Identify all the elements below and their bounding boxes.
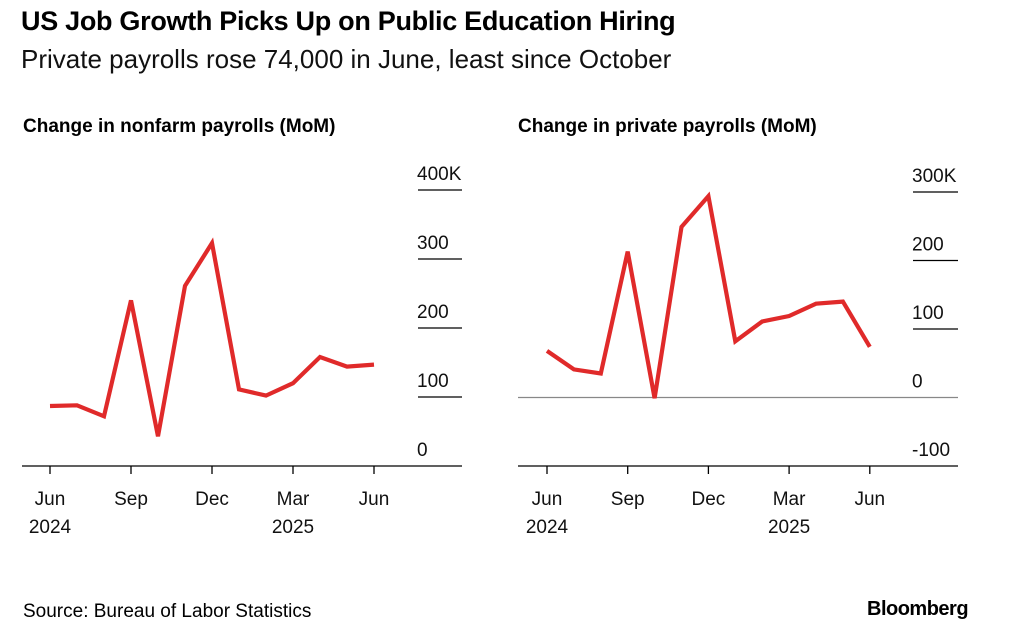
nonfarm-payrolls-chart: 0 100 200 300 400K Jun 2024 Sep Dec Mar 2025 Jun <box>22 164 462 538</box>
y-tick-label: 0 <box>912 372 923 393</box>
x-tick-label: Mar <box>277 489 310 510</box>
x-tick-year-label: 2025 <box>768 517 810 538</box>
y-tick-label: 300K <box>912 166 957 187</box>
chart-title: US Job Growth Picks Up on Public Educati… <box>21 6 676 36</box>
source-note: Source: Bureau of Labor Statistics <box>23 601 312 622</box>
series-line <box>545 191 872 399</box>
y-tick-label: 300 <box>417 233 449 254</box>
y-tick-label: 200 <box>912 235 944 256</box>
chart-subtitle: Private payrolls rose 74,000 in June, le… <box>21 44 672 74</box>
x-tick-year-label: 2024 <box>29 517 72 538</box>
x-tick-label: Mar <box>773 489 806 510</box>
x-tick-label: Dec <box>692 489 726 510</box>
x-tick-label: Jun <box>35 489 66 510</box>
y-tick-label: 400K <box>417 164 462 185</box>
y-tick-label: 0 <box>417 440 428 461</box>
x-tick-label: Jun <box>854 489 885 510</box>
private-payrolls-chart: -100 0 100 200 300K Jun 2024 Sep Dec Mar 2025 Jun <box>518 166 958 538</box>
private-chart-title: Change in private payrolls (MoM) <box>518 116 817 137</box>
y-tick-label: 100 <box>912 303 944 324</box>
y-tick-label: 100 <box>417 371 449 392</box>
x-tick-label: Sep <box>611 489 645 510</box>
y-tick-label: -100 <box>912 440 950 461</box>
y-tick-label: 200 <box>417 302 449 323</box>
nonfarm-chart-title: Change in nonfarm payrolls (MoM) <box>23 116 336 137</box>
x-tick-year-label: 2025 <box>272 517 314 538</box>
x-tick-label: Jun <box>359 489 390 510</box>
bloomberg-logo: Bloomberg <box>867 598 969 620</box>
x-tick-year-label: 2024 <box>526 517 569 538</box>
x-tick-label: Jun <box>532 489 563 510</box>
series-line <box>49 237 375 437</box>
x-tick-label: Sep <box>114 489 148 510</box>
x-tick-label: Dec <box>195 489 229 510</box>
